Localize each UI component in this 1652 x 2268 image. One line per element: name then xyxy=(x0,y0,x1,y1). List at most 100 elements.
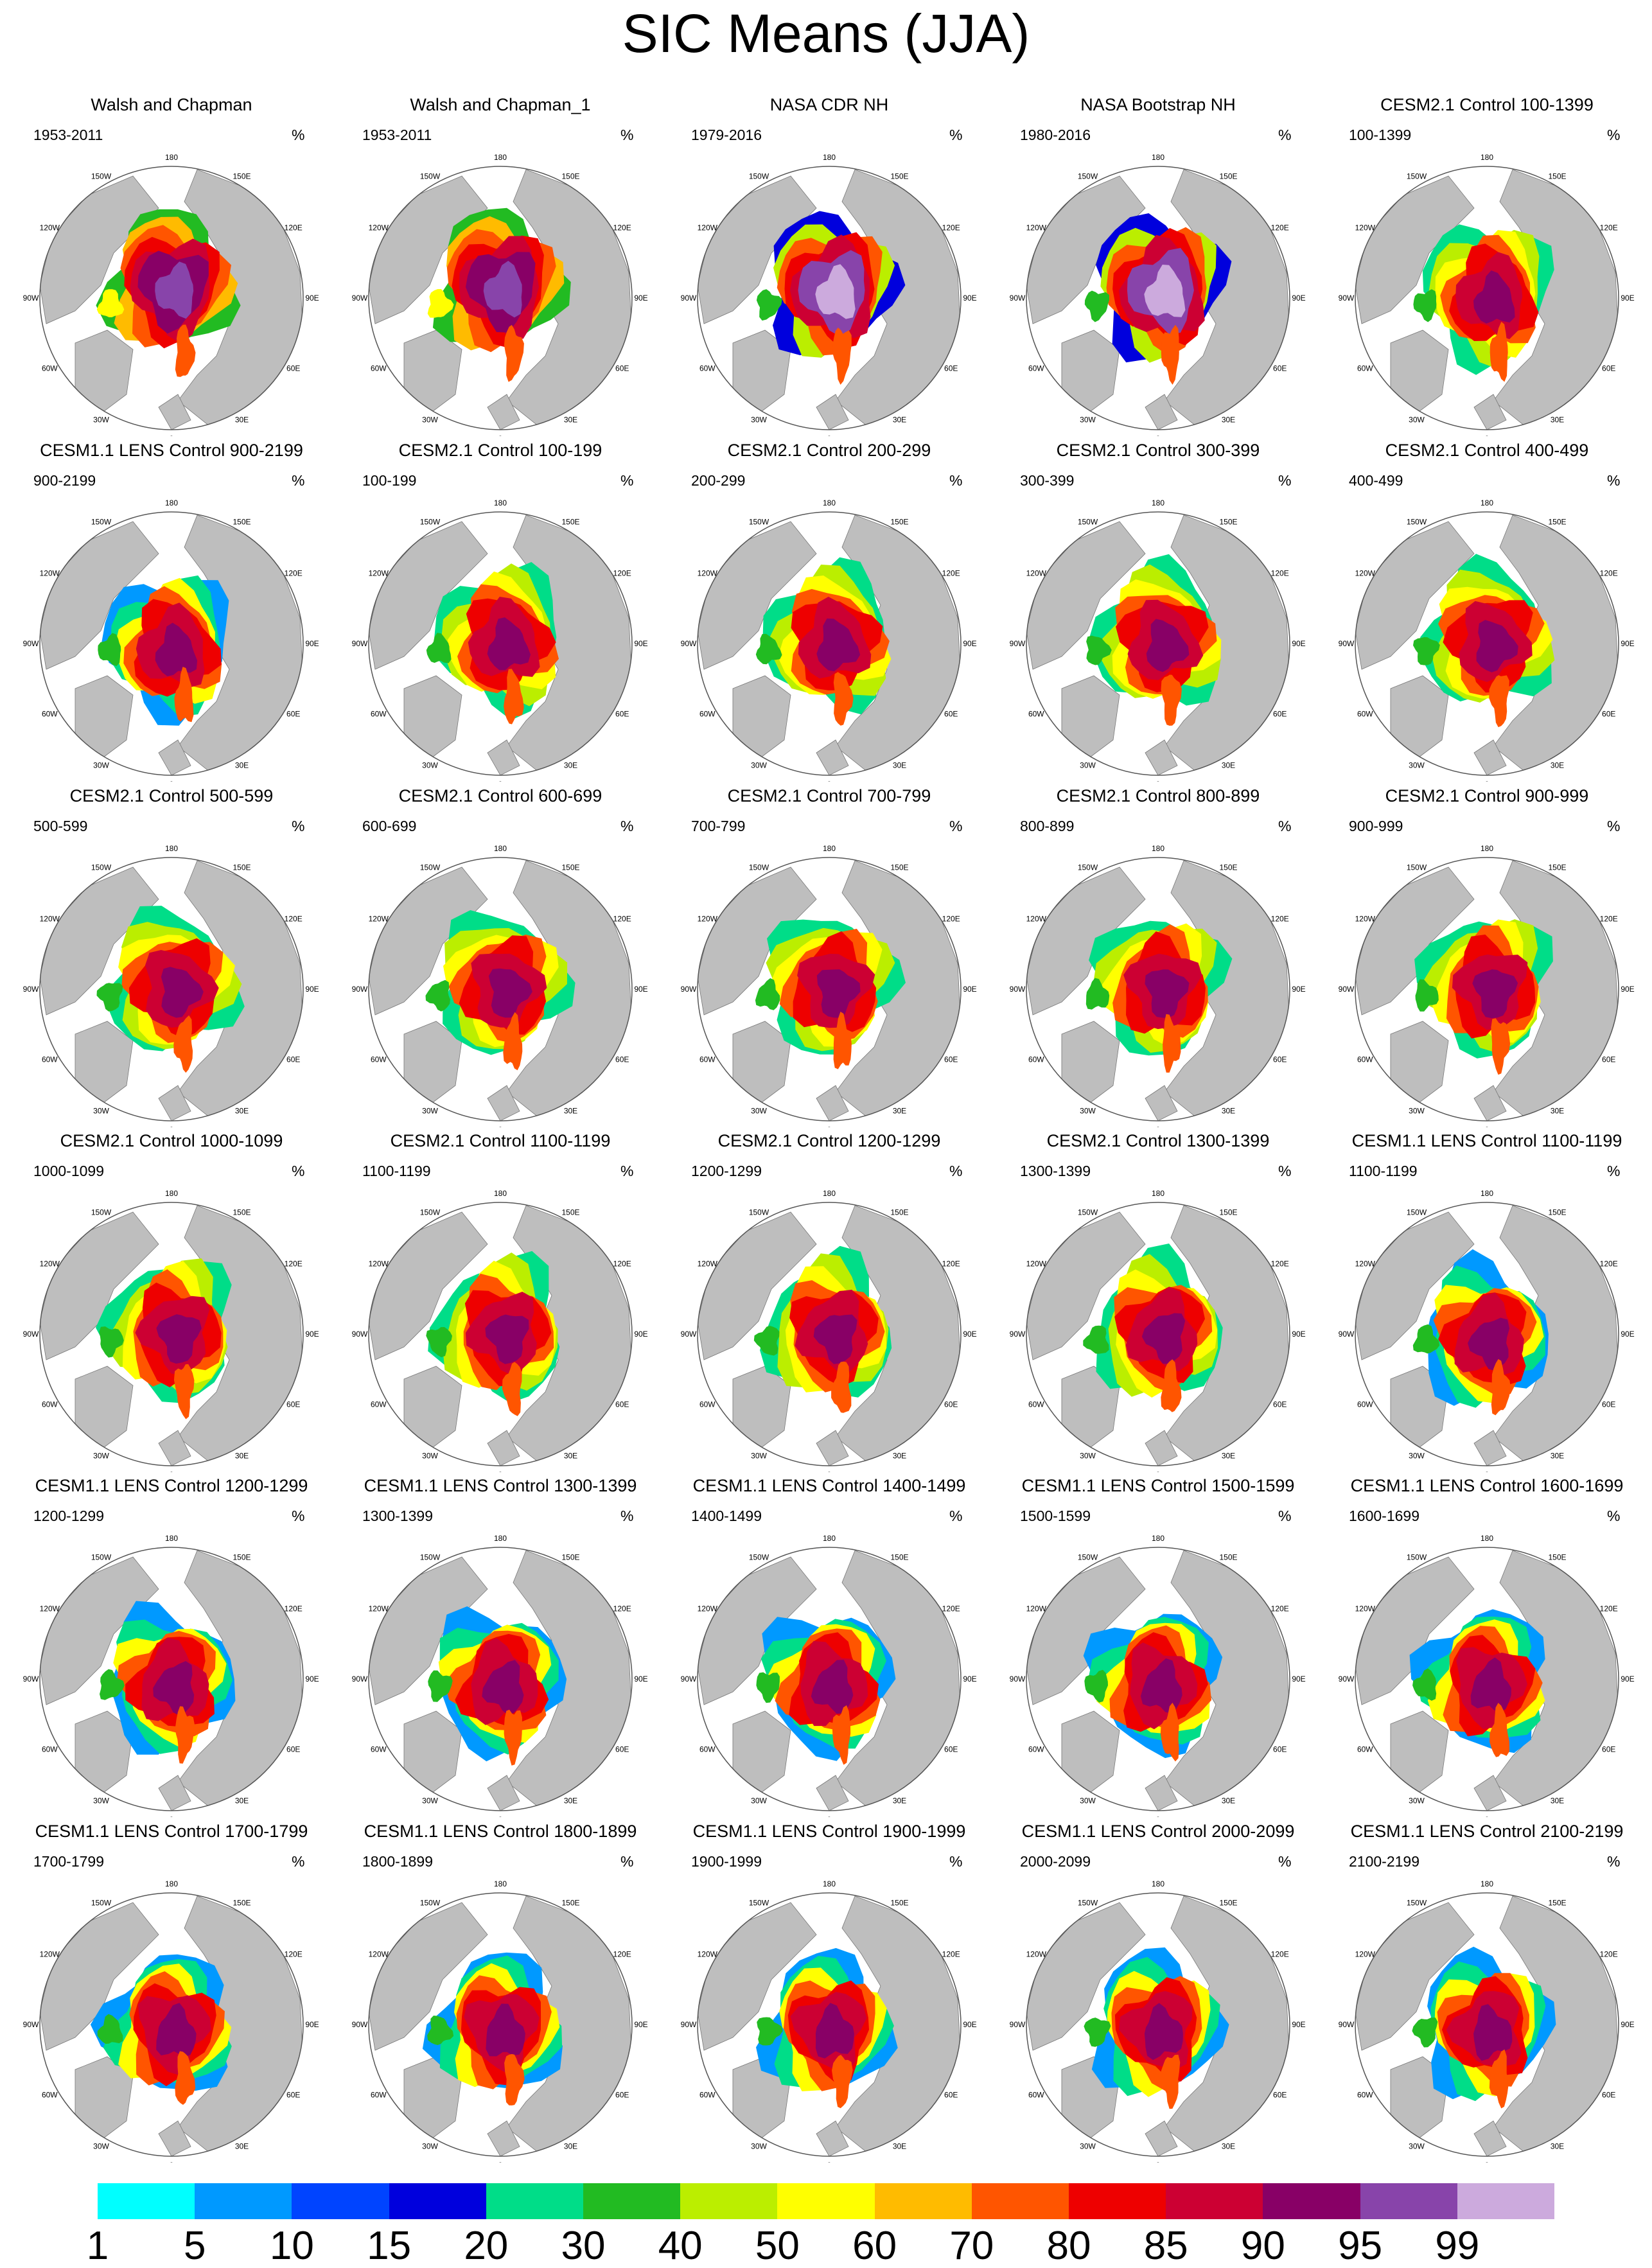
sea-ice-contour xyxy=(155,261,194,319)
longitude-label: 150W xyxy=(91,171,112,180)
panel-period: 1300-1399 xyxy=(362,1508,433,1524)
longitude-label: 0 xyxy=(1485,2161,1489,2163)
longitude-label: 60W xyxy=(1028,364,1044,373)
sea-ice-contour xyxy=(426,1327,452,1358)
longitude-label: 60W xyxy=(371,1745,387,1754)
panel-units: % xyxy=(949,1508,963,1524)
longitude-label: 90W xyxy=(1339,985,1355,994)
longitude-label: 180 xyxy=(823,153,836,162)
polar-map: 180 150E 120E 90E 60E 30E 0 30W 60W 90W 120W 150W xyxy=(1339,498,1635,782)
map-panel: CESM2.1 Control 200-299 200-299% 180 150E 12… xyxy=(664,439,994,782)
map-panel: CESM1.1 LENS Control 1400-1499 1400-1499%… xyxy=(664,1475,994,1817)
longitude-label: 30E xyxy=(1551,1797,1564,1806)
longitude-label: 90W xyxy=(352,985,368,994)
longitude-label: 30W xyxy=(751,1452,767,1461)
longitude-label: 150W xyxy=(91,863,112,872)
longitude-label: 150W xyxy=(91,1208,112,1217)
land-mass xyxy=(816,1430,849,1466)
longitude-label: 150W xyxy=(91,1898,112,1907)
longitude-label: 150E xyxy=(1219,1552,1237,1561)
longitude-label: 0 xyxy=(498,434,503,436)
sea-ice-contour xyxy=(485,1314,529,1364)
sea-ice-contour xyxy=(504,2053,525,2105)
sea-ice-contour xyxy=(482,1660,524,1715)
sea-ice-contour xyxy=(833,672,854,726)
longitude-label: 90E xyxy=(1292,294,1305,303)
longitude-label: 90W xyxy=(1339,639,1355,648)
panel-period: 1800-1899 xyxy=(362,1853,433,1870)
longitude-label: 120E xyxy=(285,1950,303,1959)
map-boundary xyxy=(39,1202,304,1466)
longitude-label: 120W xyxy=(369,1950,389,1959)
longitude-label: 30W xyxy=(422,416,438,425)
panel-title: CESM1.1 LENS Control 2000-2099 xyxy=(1021,1822,1295,1841)
longitude-label: 150E xyxy=(1219,1208,1237,1217)
longitude-label: 120W xyxy=(40,1950,60,1959)
longitude-label: 90E xyxy=(1621,294,1634,303)
panel-period: 600-699 xyxy=(362,818,417,834)
longitude-label: 150W xyxy=(420,1208,441,1217)
panel-units: % xyxy=(1278,1163,1292,1179)
panel-period: 1000-1099 xyxy=(33,1163,104,1179)
longitude-label: 150E xyxy=(233,171,250,180)
longitude-label: 150E xyxy=(233,863,250,872)
longitude-label: 30E xyxy=(1222,1452,1235,1461)
sea-ice-contour xyxy=(1412,2017,1438,2048)
longitude-label: 150E xyxy=(561,517,579,526)
map-panel: CESM2.1 Control 600-699 600-699% 180 150E 12… xyxy=(335,785,665,1127)
longitude-label: 180 xyxy=(1152,498,1164,507)
longitude-label: 60E xyxy=(286,1055,300,1064)
longitude-label: 90E xyxy=(634,2020,647,2029)
map-boundary xyxy=(1026,511,1290,776)
longitude-label: 30W xyxy=(93,1107,109,1116)
colorbar-label: 10 xyxy=(269,2224,314,2268)
longitude-label: 120W xyxy=(1026,569,1047,578)
panel-title: CESM2.1 Control 1300-1399 xyxy=(1046,1131,1270,1150)
colorbar-label: 99 xyxy=(1435,2224,1480,2268)
sea-ice-contour xyxy=(98,633,121,666)
sea-ice-contour xyxy=(100,1669,125,1700)
longitude-label: 60W xyxy=(42,710,58,719)
longitude-label: 60E xyxy=(944,364,958,373)
longitude-label: 120E xyxy=(1271,224,1289,233)
longitude-label: 150W xyxy=(420,863,441,872)
sea-ice-contour xyxy=(173,1015,193,1073)
longitude-label: 30W xyxy=(751,2142,767,2151)
panel-units: % xyxy=(620,1508,634,1524)
longitude-label: 60W xyxy=(1357,1745,1373,1754)
map-panel: CESM1.1 LENS Control 2000-2099 2000-2099%… xyxy=(993,1820,1323,2163)
longitude-label: 90W xyxy=(23,985,39,994)
longitude-label: 120W xyxy=(698,915,718,924)
land-mass xyxy=(487,739,520,775)
polar-map: 180 150E 120E 90E 60E 30E 0 30W 60W 90W 120W 150W xyxy=(23,153,319,436)
longitude-label: 60W xyxy=(371,2091,387,2100)
colorbar-swatch xyxy=(389,2183,487,2219)
longitude-label: 90E xyxy=(634,639,647,648)
panel-units: % xyxy=(620,472,634,489)
longitude-label: 180 xyxy=(165,1879,178,1888)
polar-map: 180 150E 120E 90E 60E 30E 0 30W 60W 90W 120W 150W xyxy=(1010,1534,1306,1817)
longitude-label: 30W xyxy=(751,761,767,770)
polar-map: 180 150E 120E 90E 60E 30E 0 30W 60W 90W 120W 150W xyxy=(1010,1189,1306,1472)
longitude-label: 120W xyxy=(369,224,389,233)
map-boundary xyxy=(39,511,304,776)
longitude-label: 60E xyxy=(286,364,300,373)
panel-units: % xyxy=(292,818,305,834)
polar-map: 180 150E 120E 90E 60E 30E 0 30W 60W 90W 120W 150W xyxy=(23,498,319,782)
longitude-label: 90W xyxy=(1010,639,1026,648)
polar-map: 180 150E 120E 90E 60E 30E 0 30W 60W 90W 120W 150W xyxy=(23,1879,319,2163)
longitude-label: 30W xyxy=(1080,761,1096,770)
longitude-label: 150E xyxy=(1548,1208,1566,1217)
longitude-label: 150E xyxy=(233,1552,250,1561)
panel-units: % xyxy=(949,1853,963,1870)
map-panel: CESM1.1 LENS Control 2100-2199 2100-2199%… xyxy=(1322,1820,1652,2163)
panel-period: 1700-1799 xyxy=(33,1853,104,1870)
panel-units: % xyxy=(1607,1508,1621,1524)
panel-units: % xyxy=(292,1163,305,1179)
sea-ice-contour xyxy=(755,978,780,1010)
land-mass xyxy=(487,1085,520,1121)
sea-ice-contour xyxy=(1412,1324,1440,1354)
map-panel: CESM2.1 Control 800-899 800-899% 180 150E 12… xyxy=(993,785,1323,1127)
longitude-label: 90E xyxy=(963,294,976,303)
longitude-label: 90E xyxy=(1621,639,1634,648)
